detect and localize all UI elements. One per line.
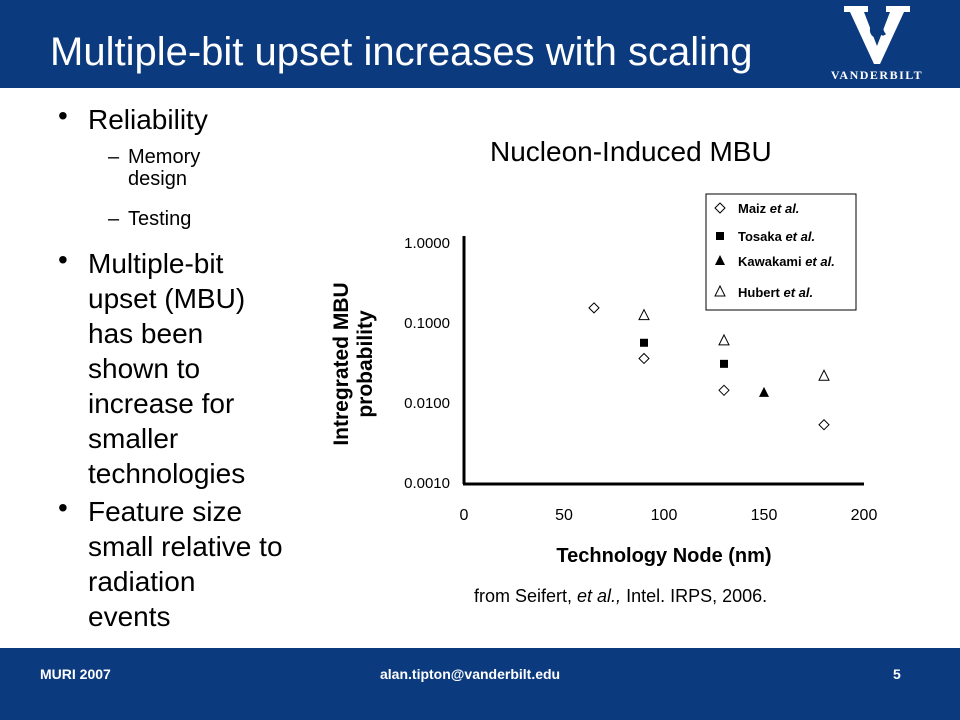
bullet-dot: • [58, 492, 68, 523]
chart-title: Nucleon-Induced MBU [490, 136, 772, 167]
data-point-hubert [638, 308, 650, 321]
legend-marker [716, 232, 724, 240]
footer-email: alan.tipton@vanderbilt.edu [380, 666, 561, 682]
y-axis-label: Intregrated MBUprobability [330, 282, 377, 445]
y-tick-label: 1.0000 [404, 235, 450, 252]
data-point-hubert [718, 333, 730, 346]
bullet-mbu: Multiple-bit upset (MBU) has been shown … [88, 248, 246, 489]
data-point-maiz [718, 384, 730, 397]
title-bar: Multiple-bit upset increases with scalin… [0, 0, 960, 88]
x-tick-label: 50 [555, 507, 573, 524]
page-number: 5 [893, 666, 901, 682]
bullet-feature-size: Feature size small relative to radiation… [88, 496, 283, 632]
data-point-hubert [818, 369, 830, 381]
bullet-dot: • [58, 244, 68, 275]
y-tick-label: 0.0100 [404, 395, 450, 412]
x-tick-label: 150 [751, 507, 778, 524]
data-point-maiz [588, 302, 600, 314]
legend-box [705, 193, 857, 311]
logo-text: VANDERBILT [830, 68, 924, 82]
bullet-reliability: Reliability [88, 104, 208, 135]
data-point-kawakami [759, 386, 769, 397]
legend-label: Hubert et al. [738, 285, 813, 300]
bullet-list: • Reliability – Memory design – Testing … [58, 100, 283, 632]
x-tick-label: 200 [851, 507, 878, 524]
slide-title: Multiple-bit upset increases with scalin… [50, 30, 753, 74]
data-point-maiz [638, 352, 650, 365]
legend-marker [714, 202, 726, 214]
y-tick-label: 0.0010 [404, 475, 450, 492]
x-tick-label: 100 [651, 507, 678, 524]
legend-label: Kawakami et al. [738, 254, 835, 269]
y-tick-label: 0.1000 [404, 315, 450, 332]
x-axis-label: Technology Node (nm) [556, 545, 771, 567]
footer-bar: MURI 2007 alan.tipton@vanderbilt.edu 5 [0, 648, 960, 720]
vanderbilt-v-icon [844, 6, 910, 64]
data-point-tosaka [640, 338, 648, 347]
data-point-tosaka [720, 359, 728, 368]
source-citation: from Seifert, et al., Intel. IRPS, 2006. [474, 586, 768, 606]
vanderbilt-logo: VANDERBILT [818, 4, 936, 84]
footer-left: MURI 2007 [40, 666, 111, 682]
data-point-maiz [818, 419, 830, 431]
legend-marker [715, 255, 725, 265]
legend-marker [714, 284, 726, 297]
mbu-scatter-chart: 1.0000 0.1000 0.0100 0.0010 0 50 100 150 200 Tech… [330, 193, 878, 567]
bullet-dot: • [58, 100, 68, 131]
legend-label: Tosaka et al. [738, 229, 815, 244]
legend-label: Maiz et al. [738, 201, 799, 216]
x-tick-label: 0 [460, 507, 469, 524]
